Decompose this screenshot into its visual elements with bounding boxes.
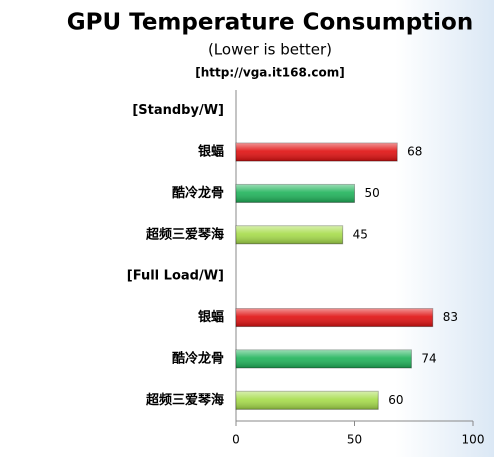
bar-highlight xyxy=(236,225,343,244)
value-label: 74 xyxy=(421,351,436,365)
bar-highlight xyxy=(236,349,412,368)
y-tick-label: 酷冷龙骨 xyxy=(172,350,224,366)
value-label: 68 xyxy=(407,145,422,159)
value-label: 45 xyxy=(353,227,368,241)
chart-title: GPU Temperature Consumption xyxy=(67,10,473,36)
chart-subtitle: (Lower is better) xyxy=(208,41,332,59)
y-tick-label: 超频三爱琴海 xyxy=(146,226,224,242)
bar-highlight xyxy=(236,184,355,203)
bar-highlight xyxy=(236,391,379,410)
x-tick-label: 50 xyxy=(347,433,362,447)
y-tick-label: [Full Load/W] xyxy=(127,269,224,284)
y-tick-label: 银蝠 xyxy=(198,144,224,160)
x-tick-label: 100 xyxy=(462,433,485,447)
y-tick-label: 酷冷龙骨 xyxy=(172,185,224,201)
y-tick-label: [Standby/W] xyxy=(132,103,224,118)
bar-highlight xyxy=(236,143,398,162)
y-tick-label: 超频三爱琴海 xyxy=(146,392,224,408)
value-label: 60 xyxy=(388,393,403,407)
x-tick-label: 0 xyxy=(232,433,240,447)
source: [http://vga.it168.com] xyxy=(195,66,345,80)
y-tick-label: 银蝠 xyxy=(198,309,224,325)
value-label: 83 xyxy=(443,310,458,324)
bar-highlight xyxy=(236,308,433,327)
value-label: 50 xyxy=(365,186,380,200)
